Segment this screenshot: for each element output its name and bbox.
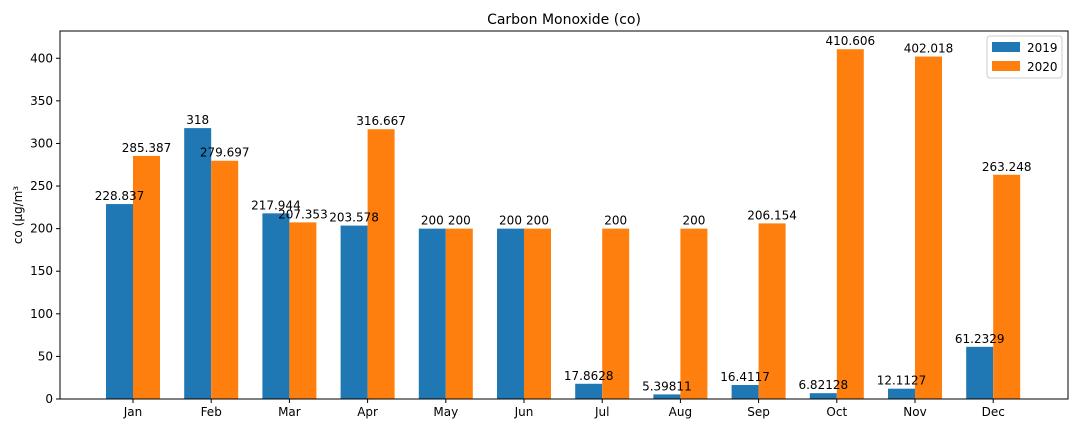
bar-2020-mar — [289, 222, 317, 399]
bar-2020-jan — [133, 155, 160, 399]
data-label-2020-oct: 410.606 — [825, 34, 875, 48]
x-tick-label-nov: Nov — [903, 405, 926, 419]
data-label-2020-sep: 206.154 — [747, 208, 797, 222]
data-label-2020-aug: 200 — [682, 214, 705, 228]
data-label-2020-nov: 402.018 — [904, 42, 954, 56]
y-tick-label-250: 250 — [30, 179, 53, 193]
bar-2020-apr — [367, 129, 395, 399]
y-tick-label-200: 200 — [30, 222, 53, 236]
bar-2019-oct — [809, 393, 837, 399]
data-label-2019-dec: 61.2329 — [955, 332, 1005, 346]
bars-group — [106, 49, 1021, 399]
data-label-2020-apr: 316.667 — [356, 114, 406, 128]
x-tick-label-dec: Dec — [982, 405, 1005, 419]
data-label-2020-jul: 200 — [604, 214, 627, 228]
data-label-2020-dec: 263.248 — [982, 160, 1032, 174]
chart-title: Carbon Monoxide (co) — [487, 12, 641, 28]
y-tick-label-0: 0 — [45, 392, 53, 406]
x-tick-label-may: May — [433, 405, 458, 419]
bar-2019-sep — [731, 385, 759, 399]
y-tick-label-350: 350 — [30, 94, 53, 108]
data-label-2020-jan: 285.387 — [122, 141, 172, 155]
legend-label-2020: 2020 — [1027, 60, 1058, 74]
bar-2019-mar — [262, 213, 290, 399]
y-tick-label-100: 100 — [30, 307, 53, 321]
bar-2019-jun — [497, 228, 524, 399]
data-label-2019-oct: 6.82128 — [798, 378, 848, 392]
data-label-2019-jun: 200 — [499, 214, 522, 228]
data-label-2020-feb: 279.697 — [200, 146, 250, 160]
legend: 2019 2020 — [986, 35, 1063, 79]
bar-2020-aug — [680, 228, 708, 399]
data-label-2019-sep: 16.4117 — [720, 370, 770, 384]
legend-swatch-2020 — [992, 61, 1020, 71]
x-tick-label-jan: Jan — [123, 405, 143, 419]
x-axis: Jan Feb Mar Apr May Jun Jul Aug Sep Oct Nov Dec — [123, 399, 1005, 419]
data-label-2020-jun: 200 — [526, 214, 549, 228]
data-label-2019-apr: 203.578 — [329, 211, 379, 225]
data-label-2019-jan: 228.837 — [95, 189, 145, 203]
y-axis-label: co (µg/m³ — [11, 186, 25, 244]
bar-2019-nov — [888, 388, 915, 399]
data-label-2019-nov: 12.1127 — [877, 374, 927, 388]
bar-2020-nov — [915, 56, 942, 399]
bar-2019-dec — [966, 346, 994, 399]
bar-2020-jul — [602, 228, 630, 399]
bar-2019-jan — [106, 204, 133, 399]
data-label-2019-may: 200 — [421, 214, 444, 228]
bar-2020-oct — [836, 49, 864, 399]
x-tick-label-apr: Apr — [357, 405, 378, 419]
bar-2020-dec — [993, 174, 1021, 399]
bar-2019-may — [418, 228, 446, 399]
y-axis: 0 50 100 150 200 250 300 350 400 — [30, 51, 60, 406]
x-tick-label-aug: Aug — [669, 405, 692, 419]
bar-2019-feb — [184, 128, 212, 399]
x-tick-label-jul: Jul — [594, 405, 609, 419]
bar-2019-jul — [575, 383, 603, 399]
data-label-2019-jul: 17.8628 — [564, 369, 614, 383]
y-tick-label-300: 300 — [30, 136, 53, 150]
data-label-2019-feb: 318 — [186, 113, 209, 127]
bar-2020-sep — [758, 223, 786, 399]
data-label-2019-aug: 5.39811 — [642, 379, 692, 393]
bar-2020-jun — [524, 228, 551, 399]
x-tick-label-jun: Jun — [514, 405, 534, 419]
x-tick-label-sep: Sep — [747, 405, 770, 419]
x-tick-label-feb: Feb — [201, 405, 222, 419]
bar-2019-aug — [653, 394, 681, 399]
data-label-2020-may: 200 — [448, 214, 471, 228]
x-tick-label-mar: Mar — [278, 405, 301, 419]
legend-swatch-2019 — [992, 42, 1020, 52]
y-tick-label-400: 400 — [30, 51, 53, 65]
x-tick-label-oct: Oct — [826, 405, 847, 419]
bar-2019-apr — [340, 225, 368, 399]
y-tick-label-150: 150 — [30, 264, 53, 278]
bar-2020-feb — [211, 160, 239, 399]
data-label-2020-mar: 207.353 — [278, 207, 328, 221]
legend-label-2019: 2019 — [1027, 41, 1058, 55]
y-tick-label-50: 50 — [38, 349, 53, 363]
plot-frame — [59, 30, 1069, 400]
data-labels-group: 228.837 318 217.944 203.578 200 200 17.8628 5.3… — [95, 34, 1032, 393]
data-label-2019-mar: 217.944 — [251, 198, 301, 212]
bar-2020-may — [445, 228, 473, 399]
